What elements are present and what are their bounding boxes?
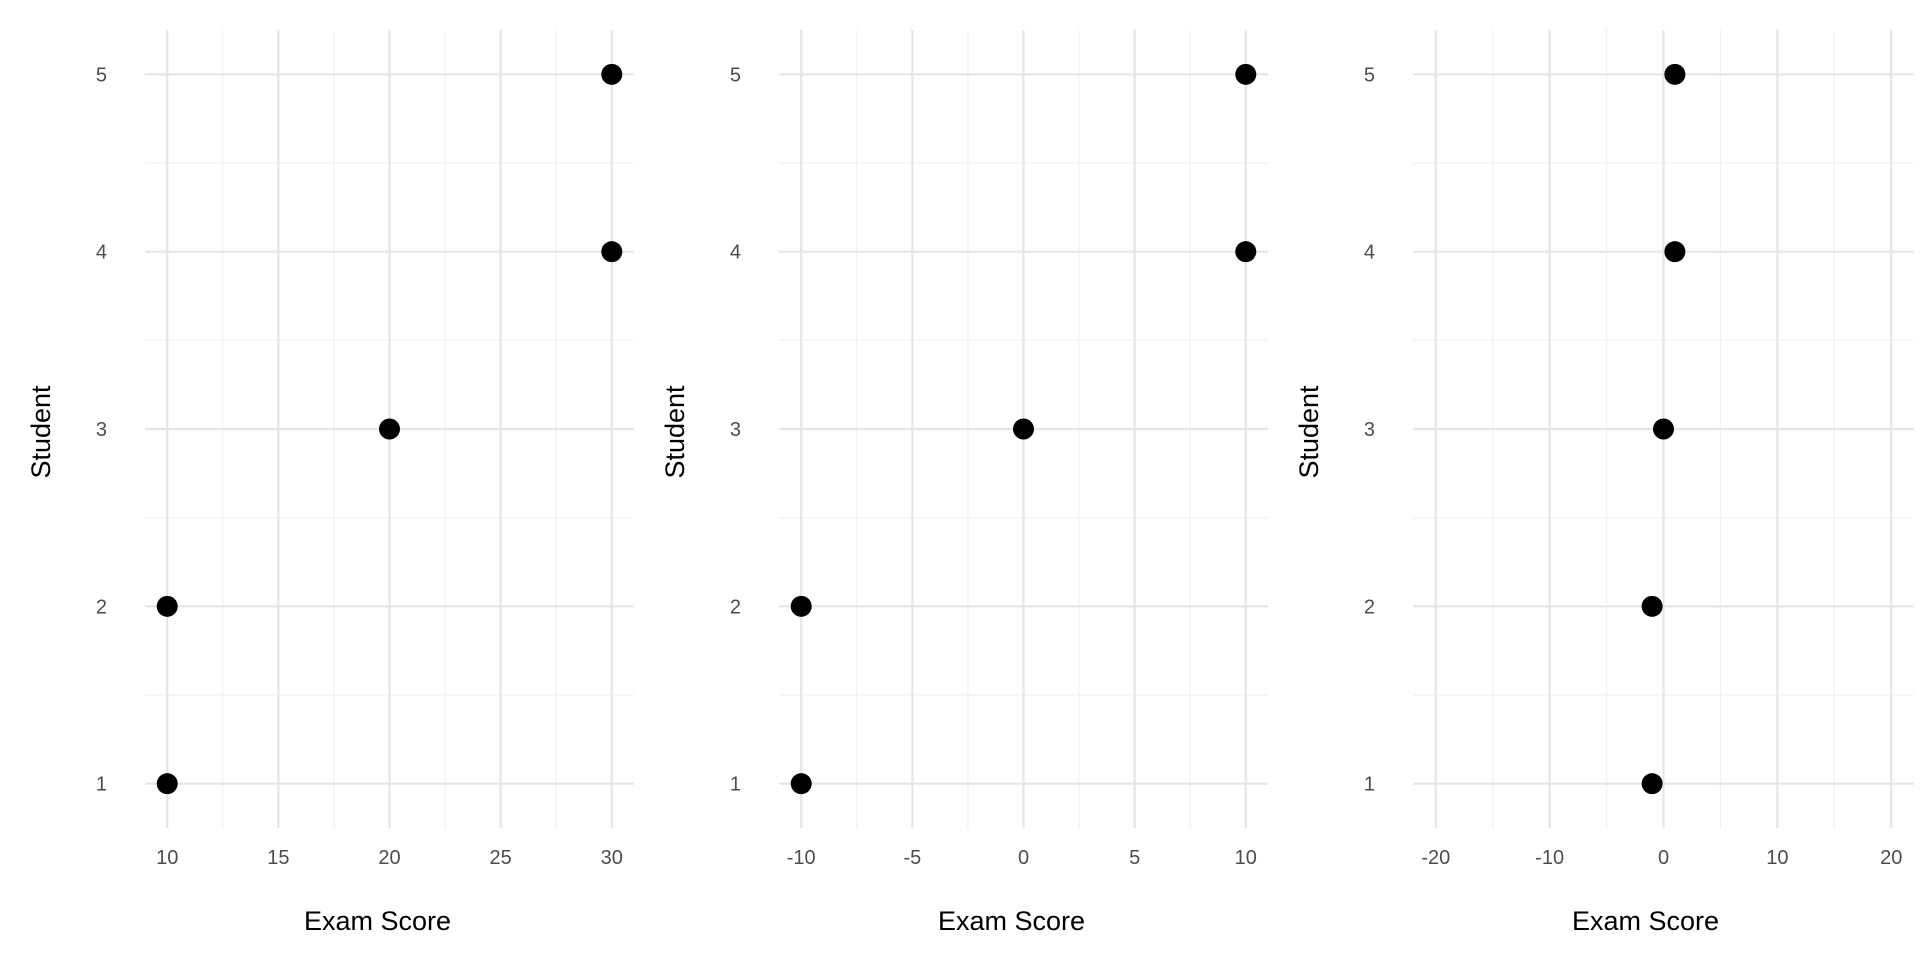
grid — [1413, 30, 1914, 828]
x-tick-label: 10 — [156, 847, 178, 869]
data-point — [156, 595, 178, 617]
data-point — [1664, 241, 1686, 263]
x-axis-title: Exam Score — [1572, 906, 1719, 936]
x-tick-label: 15 — [267, 847, 289, 869]
y-tick-label: 3 — [96, 419, 107, 441]
scatter-plot-3: -20 -10 0 10 20 1 2 3 4 5 Exam Score Student — [1294, 30, 1914, 936]
scatter-panel-1: 10 15 20 25 30 1 2 3 4 5 Exam Score Student — [0, 0, 640, 960]
scatter-panel-2: -10 -5 0 5 10 1 2 3 4 5 Exam Score Student — [634, 0, 1274, 960]
x-tick-label: 10 — [1235, 847, 1257, 869]
data-point — [379, 418, 400, 440]
x-tick-label: 25 — [490, 847, 512, 869]
data-point — [790, 595, 812, 617]
x-tick-label: 20 — [378, 847, 400, 869]
y-tick-label: 1 — [1364, 774, 1375, 796]
y-tick-label: 3 — [730, 419, 741, 441]
y-tick-label: 3 — [1364, 419, 1375, 441]
y-tick-label: 4 — [730, 242, 741, 264]
x-tick-label: 10 — [1766, 847, 1788, 869]
x-tick-label: 30 — [601, 847, 623, 869]
y-tick-label: 2 — [1364, 596, 1375, 618]
data-point — [1641, 773, 1663, 795]
y-tick-label: 1 — [730, 774, 741, 796]
y-axis-title: Student — [26, 385, 56, 479]
y-axis-title: Student — [660, 385, 690, 479]
y-axis-title: Student — [1294, 385, 1324, 479]
x-tick-label: -10 — [1535, 847, 1564, 869]
x-tick-label: 0 — [1018, 847, 1029, 869]
x-tick-label: -20 — [1421, 847, 1450, 869]
data-point — [1013, 418, 1034, 440]
y-tick-label: 5 — [1364, 64, 1375, 86]
data-point — [601, 63, 623, 85]
scatter-plot-2: -10 -5 0 5 10 1 2 3 4 5 Exam Score Student — [660, 30, 1268, 936]
x-axis-title: Exam Score — [938, 906, 1085, 936]
data-point — [156, 773, 178, 795]
grid — [145, 30, 634, 828]
data-point — [1664, 63, 1686, 85]
scatter-plot-1: 10 15 20 25 30 1 2 3 4 5 Exam Score Student — [26, 30, 634, 936]
data-point — [1235, 241, 1257, 263]
x-tick-label: -5 — [903, 847, 921, 869]
x-tick-label: 20 — [1880, 847, 1902, 869]
x-tick-label: 5 — [1129, 847, 1140, 869]
x-tick-label: 0 — [1658, 847, 1669, 869]
y-tick-label: 5 — [730, 64, 741, 86]
y-tick-label: 4 — [96, 242, 107, 264]
data-point — [1235, 63, 1257, 85]
y-tick-label: 4 — [1364, 242, 1375, 264]
data-point — [1653, 418, 1674, 440]
y-tick-label: 1 — [96, 774, 107, 796]
x-axis-title: Exam Score — [304, 906, 451, 936]
y-tick-label: 5 — [96, 64, 107, 86]
data-point — [790, 773, 812, 795]
data-point — [601, 241, 623, 263]
x-tick-label: -10 — [787, 847, 816, 869]
scatter-panel-3: -20 -10 0 10 20 1 2 3 4 5 Exam Score Student — [1268, 0, 1914, 960]
y-tick-label: 2 — [730, 596, 741, 618]
data-point — [1641, 595, 1663, 617]
y-tick-label: 2 — [96, 596, 107, 618]
